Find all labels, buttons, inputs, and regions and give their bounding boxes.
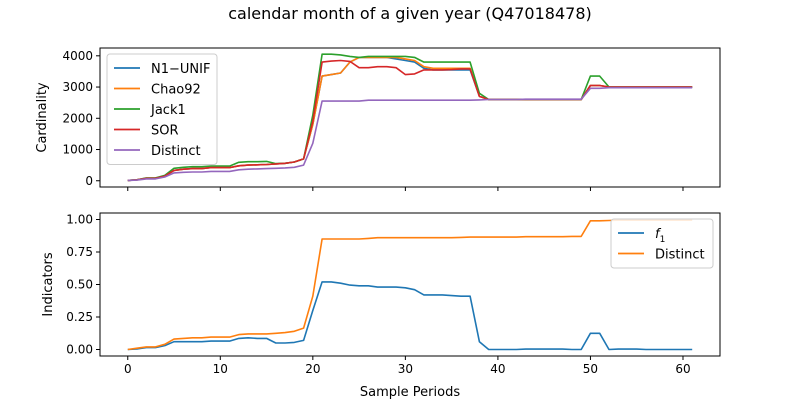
x-tick-label: 10 xyxy=(213,362,228,376)
series-line-1-1 xyxy=(127,219,693,351)
y-tick-label: 2000 xyxy=(62,111,93,125)
legend-label: Distinct xyxy=(655,248,705,263)
y-tick-label: 1000 xyxy=(62,143,93,157)
legend-label: f1 xyxy=(655,227,665,245)
y-tick-label: 0.25 xyxy=(66,310,93,324)
x-tick-label: 60 xyxy=(675,362,690,376)
cardinality-panel: 0 1000 2000 3000 4000 Cardinality N1−UNIF Chao9… xyxy=(35,47,721,191)
figure-title: calendar month of a given year (Q4701847… xyxy=(228,4,592,23)
x-tick-label: 20 xyxy=(305,362,320,376)
indicators-panel: 0 10 20 30 40 50 60 0.00 0.25 0.50 0.75 1.00 Indicat… xyxy=(41,212,721,376)
series-line-0-3 xyxy=(127,59,693,182)
y-axis-label: Indicators xyxy=(41,252,56,316)
y-tick-label: 1.00 xyxy=(66,213,93,227)
legend-box xyxy=(610,218,714,269)
series-line-1-0 xyxy=(127,281,693,351)
legend-box xyxy=(106,53,218,165)
x-axis-label: Sample Periods xyxy=(360,385,460,400)
y-tick-label: 0.00 xyxy=(66,343,93,357)
legend-label: Chao92 xyxy=(151,83,201,98)
x-tick-label: 40 xyxy=(490,362,505,376)
x-tick-label: 0 xyxy=(124,362,132,376)
y-tick-label: 0 xyxy=(85,174,93,188)
legend: f1 Distinct xyxy=(610,218,714,269)
legend: N1−UNIF Chao92 Jack1 SOR Distinct xyxy=(106,53,218,165)
legend-label: Jack1 xyxy=(150,103,186,118)
series-line-0-4 xyxy=(127,86,693,182)
legend-label: N1−UNIF xyxy=(151,62,210,77)
y-tick-label: 3000 xyxy=(62,80,93,94)
y-tick-label: 0.50 xyxy=(66,278,93,292)
x-tick-label: 50 xyxy=(583,362,598,376)
y-tick-label: 0.75 xyxy=(66,245,93,259)
series-line-0-2 xyxy=(127,53,693,182)
y-axis-label: Cardinality xyxy=(35,82,50,153)
legend-label: Distinct xyxy=(151,144,201,159)
x-tick-label: 30 xyxy=(398,362,413,376)
legend-label: SOR xyxy=(151,124,179,139)
axes-frame xyxy=(99,47,721,188)
y-tick-label: 4000 xyxy=(62,49,93,63)
